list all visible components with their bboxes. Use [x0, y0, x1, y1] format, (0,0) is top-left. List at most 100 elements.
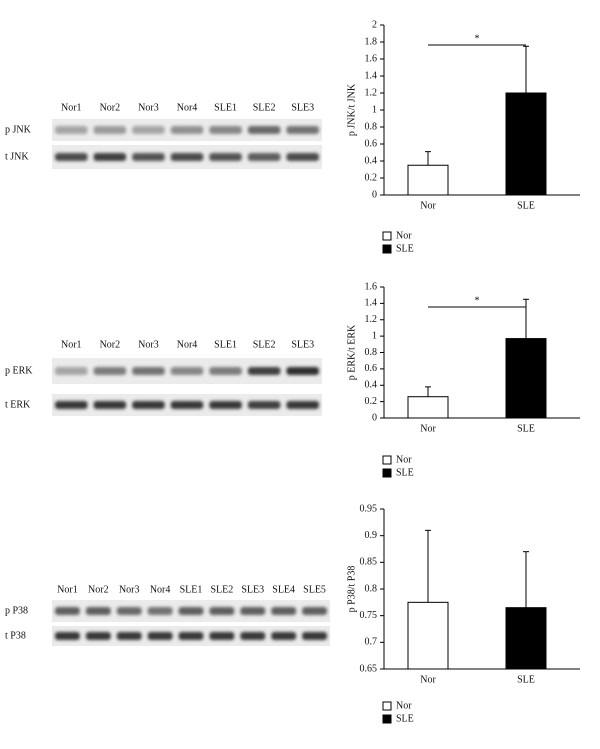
row-label: t ERK [5, 399, 31, 410]
lane-label: SLE2 [210, 584, 233, 595]
y-tick-label: 1 [372, 104, 377, 115]
blot-band [240, 632, 266, 640]
blot-band [55, 401, 88, 409]
y-tick-label: 0.8 [365, 121, 378, 132]
legend-label: Nor [396, 700, 412, 711]
row-label: p JNK [5, 124, 32, 135]
bar [505, 92, 547, 196]
blot-band [55, 367, 88, 375]
y-axis-label: p P38/t P38 [346, 566, 357, 613]
blot-band [93, 153, 127, 161]
significance-mark: * [475, 295, 480, 306]
blot-band [55, 607, 80, 615]
blot-band [209, 401, 242, 409]
y-tick-label: 1.2 [365, 314, 378, 325]
error-bar [425, 151, 431, 166]
blot-band [271, 632, 297, 640]
blot-band [178, 607, 204, 615]
y-tick-label: 1.4 [365, 298, 378, 309]
y-tick-label: 0.4 [365, 380, 378, 391]
y-tick-label: 2 [372, 19, 377, 30]
error-bar [425, 386, 431, 397]
legend-swatch [382, 701, 392, 711]
lane-label: SLE3 [241, 584, 264, 595]
blot-band [170, 153, 204, 161]
lane-label: SLE3 [291, 339, 314, 350]
legend-swatch [382, 455, 392, 465]
y-tick-label: 0.6 [365, 138, 378, 149]
lane-label: SLE3 [291, 102, 314, 113]
y-tick-label: 1.2 [365, 87, 378, 98]
y-tick-label: 0.2 [365, 396, 378, 407]
blot-band [209, 367, 242, 375]
error-bar [523, 551, 529, 608]
row-label: p ERK [5, 365, 33, 376]
legend-label: SLE [396, 713, 414, 724]
blot-band [170, 126, 204, 134]
y-axis-label: p JNK/t JNK [346, 83, 357, 136]
lane-label: Nor2 [100, 102, 121, 113]
x-tick-label: Nor [420, 200, 436, 211]
blot-band [85, 632, 111, 640]
blot-band [147, 632, 173, 640]
blot-band [55, 126, 88, 134]
legend-swatch [382, 231, 392, 241]
blot-band [55, 632, 80, 640]
blot-band [286, 153, 319, 161]
lane-label: Nor2 [88, 584, 109, 595]
blot-band [247, 401, 281, 409]
y-tick-label: 1.6 [365, 53, 378, 64]
y-tick-label: 1.6 [365, 281, 378, 292]
y-tick-label: 0.8 [365, 583, 378, 594]
legend-label: Nor [396, 454, 412, 465]
blot-band [209, 153, 242, 161]
lane-label: SLE1 [214, 102, 237, 113]
blot-band [286, 126, 319, 134]
lane-label: Nor1 [61, 102, 82, 113]
blot-band [271, 607, 297, 615]
y-axis-label: p ERK/t ERK [346, 324, 357, 380]
blot-band [302, 632, 327, 640]
lane-label: SLE2 [253, 339, 276, 350]
blot-band [247, 367, 281, 375]
lane-label: Nor3 [138, 102, 159, 113]
y-tick-label: 0.2 [365, 172, 378, 183]
y-tick-label: 0.6 [365, 363, 378, 374]
legend-label: SLE [396, 243, 414, 254]
blot-band [132, 153, 165, 161]
row-label: p P38 [5, 605, 28, 616]
lane-label: SLE4 [272, 584, 295, 595]
blot-band [85, 607, 111, 615]
lane-label: SLE1 [214, 339, 237, 350]
legend-swatch [382, 244, 392, 254]
y-tick-label: 1.4 [365, 70, 378, 81]
lane-label: Nor1 [61, 339, 82, 350]
lane-label: SLE1 [180, 584, 203, 595]
bar [407, 396, 449, 419]
y-tick-label: 0.8 [365, 347, 378, 358]
blot-band [209, 607, 235, 615]
blot-band [93, 126, 127, 134]
row-label: t JNK [5, 151, 29, 162]
y-tick-label: 0.4 [365, 155, 378, 166]
significance-mark: * [475, 33, 480, 44]
error-bar [523, 298, 529, 339]
blot-band [240, 607, 266, 615]
error-bar [425, 529, 431, 603]
x-tick-label: SLE [517, 674, 535, 685]
blot-band [302, 607, 327, 615]
blot-band [286, 401, 319, 409]
blot-band [116, 607, 142, 615]
blot-band [132, 401, 165, 409]
bar [407, 164, 449, 196]
lane-label: Nor3 [138, 339, 159, 350]
y-tick-label: 0.7 [365, 637, 378, 648]
blot-band [247, 126, 281, 134]
bar [505, 607, 547, 670]
y-tick-label: 0 [372, 412, 377, 423]
bar [505, 338, 547, 419]
blot-band [147, 607, 173, 615]
lane-label: Nor4 [150, 584, 171, 595]
x-tick-label: SLE [517, 423, 535, 434]
